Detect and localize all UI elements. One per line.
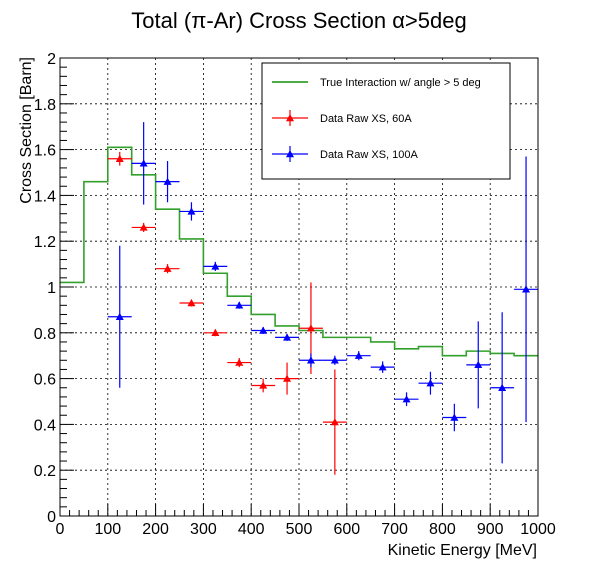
legend-entry-data100: Data Raw XS, 100A	[272, 146, 418, 162]
x-tick-label: 300	[190, 521, 217, 538]
triangle-marker	[402, 395, 411, 403]
series-data60	[107, 151, 347, 475]
data-point	[251, 326, 276, 334]
triangle-marker	[259, 381, 268, 389]
data-point	[179, 202, 204, 221]
triangle-marker	[330, 356, 339, 364]
triangle-marker	[139, 159, 148, 167]
legend-entry-true: True Interaction w/ angle > 5 deg	[272, 77, 481, 89]
data-point	[346, 351, 371, 361]
axis-ticks: 0 100 200 300 400 500 600 700 800 900 1000 0 0.2 0.4 0…	[34, 51, 556, 538]
triangle-marker	[283, 333, 292, 341]
y-tick-label: 1.6	[34, 143, 56, 160]
triangle-marker	[163, 264, 172, 272]
data-point	[514, 156, 538, 423]
triangle-marker	[115, 312, 124, 320]
x-tick-label: 500	[286, 521, 313, 538]
data-point	[394, 392, 419, 407]
series-data100	[107, 122, 538, 464]
triangle-marker	[163, 177, 172, 185]
data-point	[370, 361, 395, 373]
triangle-marker	[426, 379, 435, 387]
y-tick-label: 1	[47, 280, 56, 297]
triangle-marker	[235, 301, 244, 309]
data-point	[275, 362, 299, 395]
data-point	[227, 357, 252, 368]
data-point	[442, 403, 467, 432]
x-tick-label: 100	[94, 521, 121, 538]
y-tick-label: 1.2	[34, 234, 56, 251]
data-point	[155, 264, 180, 274]
x-tick-label: 0	[56, 521, 65, 538]
triangle-marker	[498, 383, 507, 391]
y-tick-label: 0.8	[34, 326, 56, 343]
triangle-marker	[306, 356, 315, 364]
x-tick-label: 600	[333, 521, 360, 538]
triangle-marker	[115, 154, 124, 162]
legend-label: Data Raw XS, 100A	[320, 149, 418, 161]
y-tick-label: 1.8	[34, 97, 56, 114]
triangle-marker	[474, 360, 483, 369]
data-point	[155, 161, 180, 203]
triangle-marker	[522, 285, 531, 293]
triangle-marker	[450, 413, 459, 421]
legend-label: Data Raw XS, 60A	[320, 113, 412, 125]
data-point	[203, 261, 228, 271]
data-point	[275, 333, 299, 341]
triangle-marker	[306, 324, 315, 332]
data-point	[227, 301, 252, 309]
data-point	[466, 321, 491, 409]
series-layer	[60, 122, 538, 475]
triangle-marker	[187, 299, 196, 307]
y-tick-label: 0	[47, 509, 56, 526]
chart-title: Total (π-Ar) Cross Section α>5deg	[131, 8, 466, 33]
data-point	[299, 353, 323, 368]
triangle-marker	[235, 358, 244, 366]
y-tick-label: 0.6	[34, 372, 56, 389]
triangle-marker	[283, 374, 292, 382]
x-tick-label: 900	[477, 521, 504, 538]
y-tick-label: 2	[47, 51, 56, 68]
legend-marker	[286, 114, 294, 122]
data-point	[131, 122, 156, 205]
y-tick-label: 0.4	[34, 417, 56, 434]
data-point	[203, 328, 228, 337]
data-point	[418, 371, 443, 395]
y-tick-label: 1.4	[34, 188, 56, 205]
x-tick-label: 1000	[520, 521, 556, 538]
triangle-marker	[211, 328, 220, 336]
legend-entry-data60: Data Raw XS, 60A	[272, 110, 412, 126]
data-point	[107, 151, 132, 166]
x-tick-label: 800	[429, 521, 456, 538]
y-axis-title: Cross Section [Barn]	[18, 57, 35, 204]
y-tick-label: 0.2	[34, 463, 56, 480]
data-point	[131, 222, 156, 233]
triangle-marker	[330, 418, 339, 426]
data-point	[179, 299, 204, 307]
legend: True Interaction w/ angle > 5 deg Data Ra…	[261, 62, 511, 180]
triangle-marker	[259, 326, 268, 334]
data-point	[322, 355, 347, 365]
x-axis-title: Kinetic Energy [MeV]	[388, 542, 537, 559]
legend-label: True Interaction w/ angle > 5 deg	[320, 77, 481, 89]
data-point	[251, 378, 276, 393]
x-tick-label: 400	[238, 521, 265, 538]
data-point	[322, 369, 347, 475]
legend-marker	[286, 150, 294, 158]
x-tick-label: 700	[381, 521, 408, 538]
triangle-marker	[211, 262, 220, 270]
triangle-marker	[187, 207, 196, 215]
data-point	[107, 245, 132, 388]
true-interaction-step-line	[60, 146, 538, 357]
triangle-marker	[139, 223, 148, 231]
triangle-marker	[354, 351, 363, 359]
x-tick-label: 200	[142, 521, 169, 538]
triangle-marker	[378, 363, 387, 371]
data-point	[490, 312, 515, 464]
